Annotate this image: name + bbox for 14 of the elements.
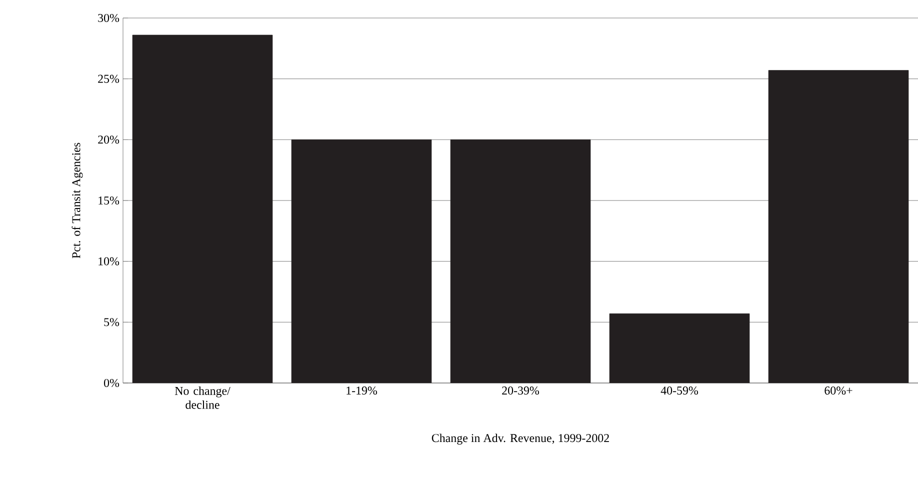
y-tick-label: 10%: [98, 257, 120, 266]
y-tick-label: 0%: [104, 378, 120, 388]
x-tick-label: 1-19%: [346, 386, 378, 395]
y-tick-label: 25%: [98, 74, 120, 83]
y-axis-title: Pct. of Transit Agencies: [72, 142, 83, 258]
x-tick-label: 40-59%: [660, 386, 698, 395]
x-tick-label: 20-39%: [502, 386, 540, 395]
x-tick-label: 60%+: [824, 386, 852, 395]
y-tick-label: 5%: [104, 318, 120, 326]
x-axis-title: Change in Adv. Revenue, 1999-2002: [432, 434, 609, 445]
y-tick-label: 30%: [98, 14, 120, 22]
y-tick-label: 20%: [98, 136, 120, 144]
x-tick-label: No change/ decline: [174, 386, 230, 409]
y-tick-label: 15%: [98, 196, 120, 205]
